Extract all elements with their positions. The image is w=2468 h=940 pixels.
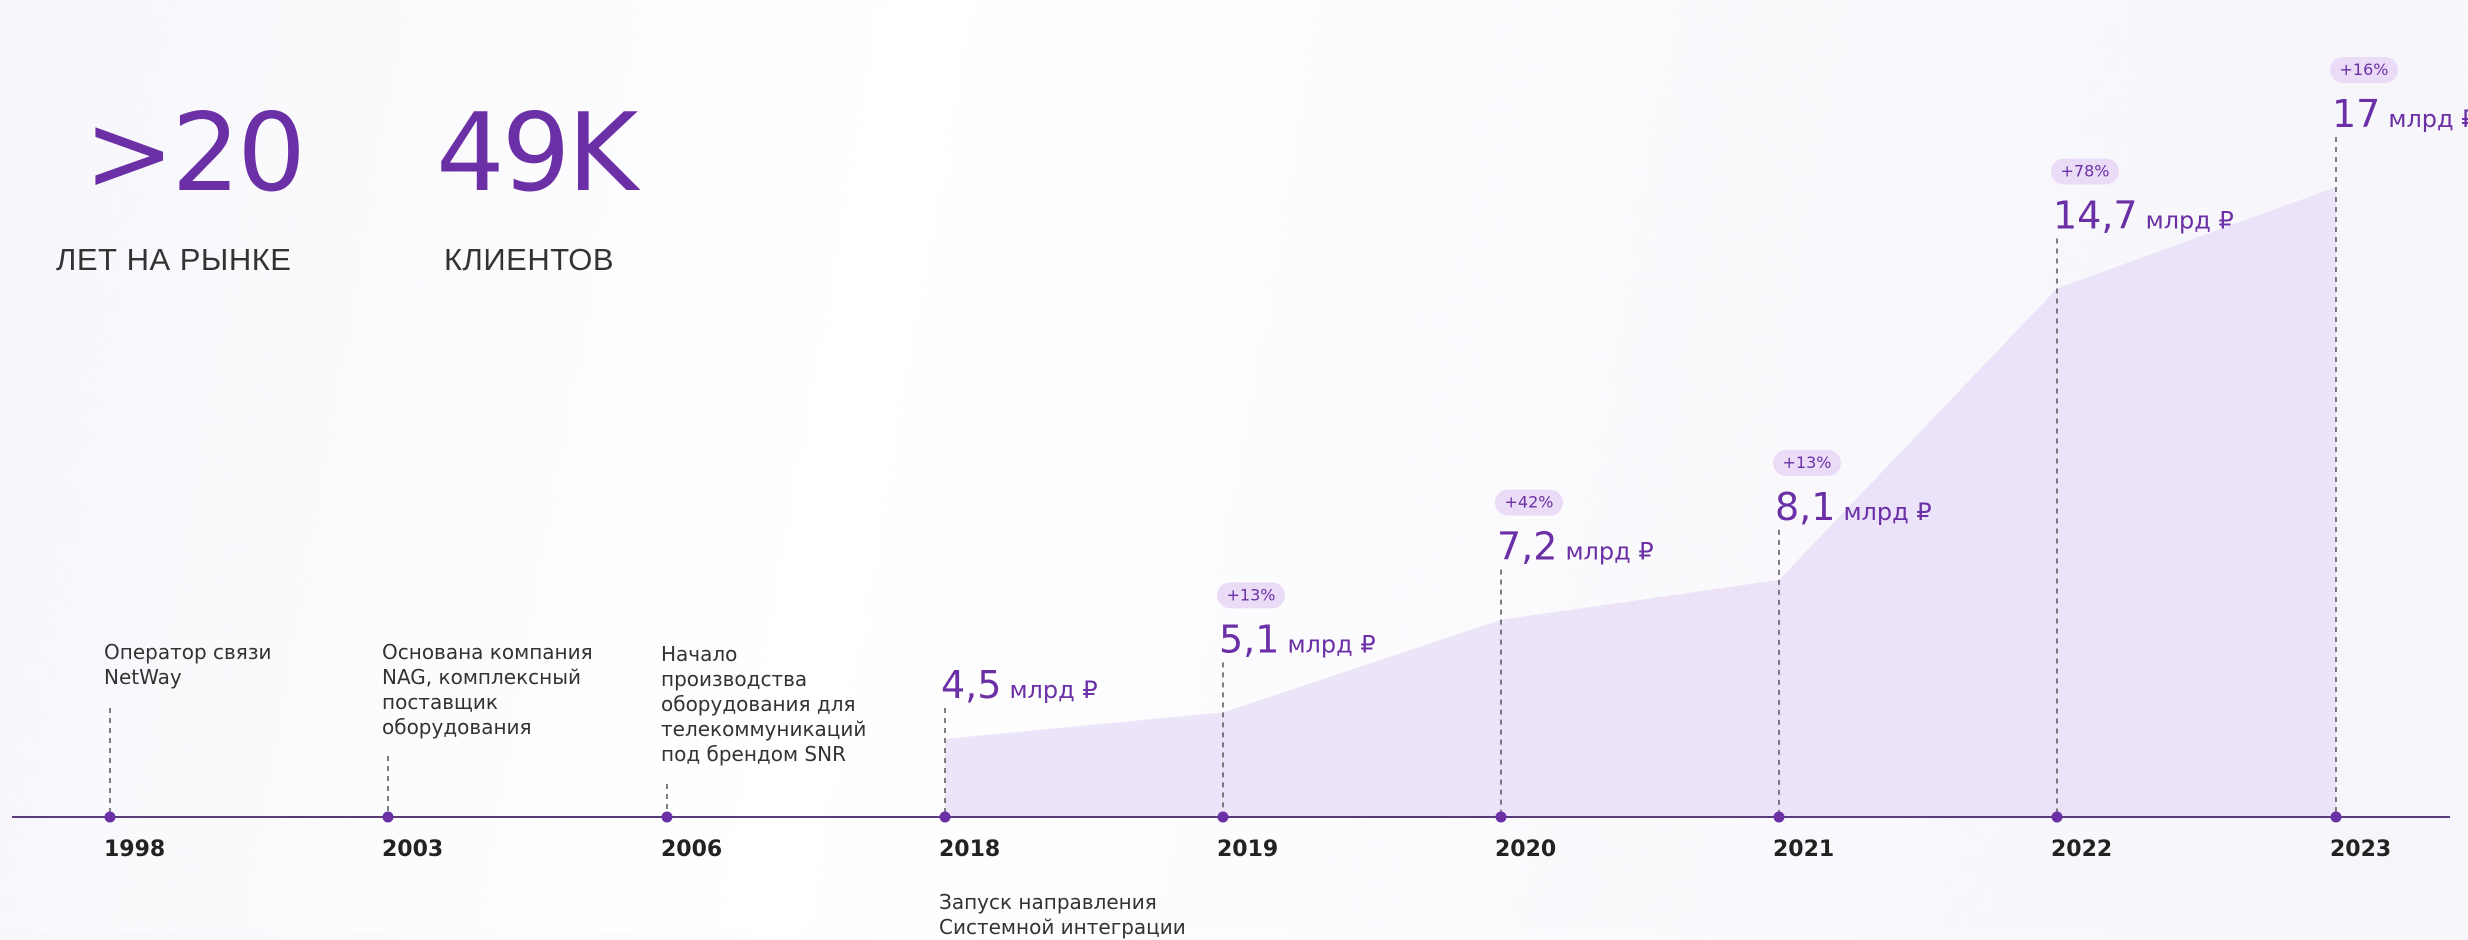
event-1998: Оператор связи NetWay (104, 640, 271, 690)
event-line: Системной интеграции (939, 915, 1186, 939)
event-2018: Запуск направления Системной интеграции (939, 890, 1186, 940)
event-line: оборудования (382, 715, 532, 739)
year-label-2003: 2003 (382, 837, 443, 862)
timeline-dot-2018 (939, 811, 951, 823)
event-line: NetWay (104, 665, 182, 689)
stat-years-value: >20 (84, 91, 306, 216)
event-2003: Основана компания NAG, комплексный поставщ… (382, 640, 593, 740)
year-label-2021: 2021 (1773, 837, 1834, 862)
year-label-2018: 2018 (939, 837, 1000, 862)
stat-years-label: ЛЕТ НА РЫНКЕ (56, 242, 292, 277)
value-label-2023: 17 млрд ₽ (2332, 92, 2468, 136)
value-label-2021: 8,1 млрд ₽ (1775, 485, 1932, 529)
stat-clients-label: КЛИЕНТОВ (444, 242, 615, 277)
growth-label-2023: +16% (2340, 60, 2389, 79)
growth-label-2019: +13% (1227, 585, 1276, 604)
revenue-area (945, 187, 2336, 817)
value-label-2020: 7,2 млрд ₽ (1497, 525, 1654, 569)
growth-badge-2020 (1495, 489, 1563, 516)
timeline-dot-2022 (2051, 811, 2063, 823)
value-label-2022: 14,7 млрд ₽ (2053, 194, 2234, 238)
event-line: NAG, комплексный (382, 665, 582, 689)
timeline-dot-2003 (382, 811, 394, 823)
growth-label-2021: +13% (1783, 453, 1832, 472)
timeline-dot-2019 (1217, 811, 1229, 823)
event-2006: Начало производства оборудования для телеко… (661, 642, 866, 767)
year-label-2020: 2020 (1495, 837, 1556, 862)
timeline-dot-2021 (1773, 811, 1785, 823)
event-line: поставщик (382, 690, 498, 714)
growth-label-2020: +42% (1505, 493, 1554, 512)
event-line: Запуск направления (939, 890, 1157, 914)
year-label-2023: 2023 (2330, 837, 2391, 862)
growth-label-2022: +78% (2061, 162, 2110, 181)
stat-clients: 49K КЛИЕНТОВ (436, 91, 638, 278)
year-label-2022: 2022 (2051, 837, 2112, 862)
timeline-dot-1998 (104, 811, 116, 823)
year-label-2019: 2019 (1217, 837, 1278, 862)
growth-badge-2023 (2330, 57, 2398, 83)
timeline-dot-2006 (661, 811, 673, 823)
growth-badge-2022 (2051, 158, 2119, 185)
value-label-2019: 5,1 млрд ₽ (1219, 617, 1376, 661)
year-label-2006: 2006 (661, 837, 722, 862)
event-line: телекоммуникаций (661, 717, 867, 741)
timeline-dot-2023 (2330, 811, 2342, 823)
event-line: Оператор связи (104, 640, 272, 664)
stat-years: >20 ЛЕТ НА РЫНКЕ (56, 91, 306, 278)
growth-badge-2021 (1773, 449, 1841, 476)
event-line: производства (661, 667, 808, 691)
event-line: оборудования для (661, 692, 856, 716)
event-line: Начало (661, 642, 738, 666)
value-label-2018: 4,5 млрд ₽ (941, 663, 1098, 707)
growth-badge-2019 (1217, 582, 1285, 609)
event-line: Основана компания (382, 640, 593, 664)
timeline-dot-2020 (1495, 811, 1507, 823)
stat-clients-value: 49K (436, 91, 638, 216)
event-line: под брендом SNR (661, 742, 846, 766)
year-label-1998: 1998 (104, 837, 165, 862)
